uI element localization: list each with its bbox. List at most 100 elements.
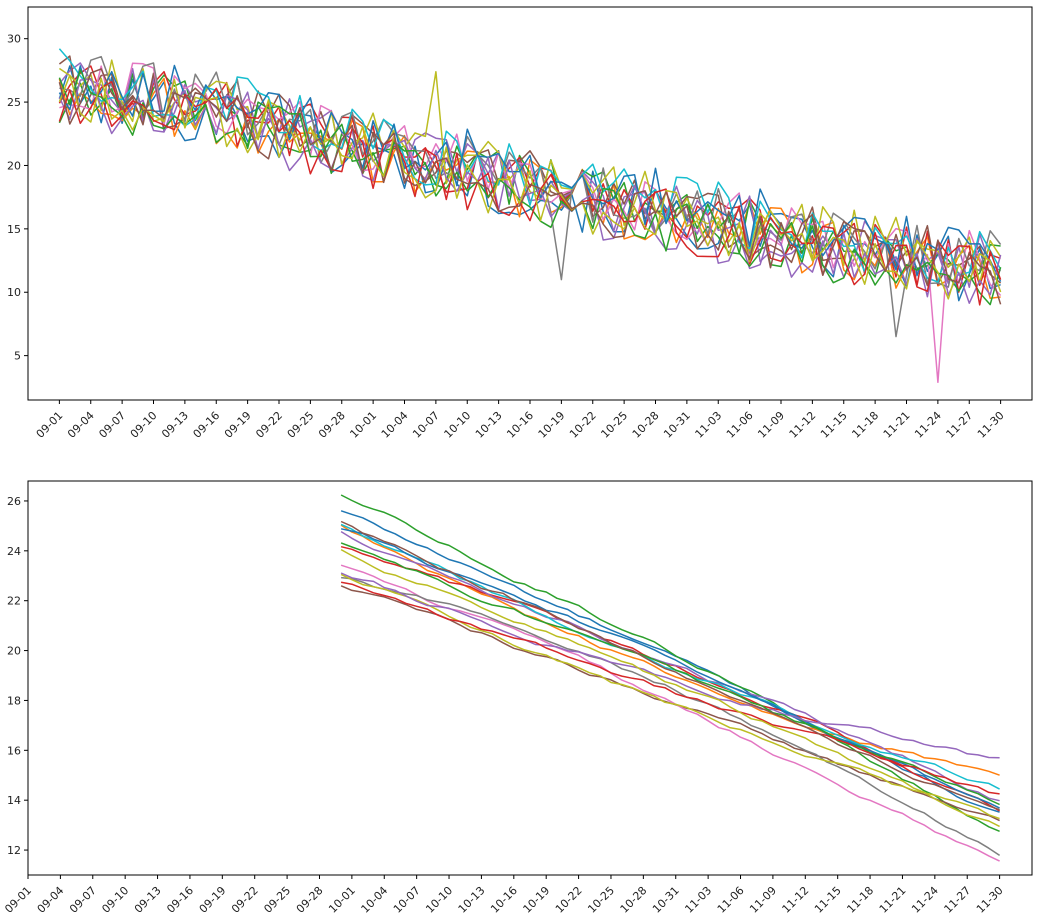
y-tick-label: 14 [7,794,21,807]
series-line [58,69,1002,306]
x-tick-label: 10-07 [391,884,423,916]
x-tick-label: 11-24 [912,409,944,441]
x-tick-label: 09-28 [294,884,326,916]
top-x-axis: 09-01 09-04 09-07 09-10 09-13 09-16 09-19 09-22… [34,400,1007,441]
bottom-x-axis: 09-01 09-04 09-07 09-10 09-13 09-16 09-19 09-22… [2,875,1006,916]
x-tick-label: 09-01 [34,409,66,441]
x-tick-label: 11-30 [974,884,1006,916]
y-tick-label: 5 [14,350,21,363]
x-tick-label: 11-24 [909,884,941,916]
x-tick-label: 09-07 [67,884,99,916]
x-tick-label: 11-27 [942,884,974,916]
x-tick-label: 09-19 [222,409,254,441]
series-line [58,68,1002,305]
x-tick-label: 10-04 [359,884,391,916]
x-tick-label: 10-19 [536,409,568,441]
series-line [340,573,1000,820]
x-tick-label: 11-15 [812,884,844,916]
x-tick-label: 10-04 [379,409,411,441]
x-tick-label: 10-25 [598,409,630,441]
series-line [340,542,1000,806]
x-tick-label: 10-31 [661,409,693,441]
x-tick-label: 10-22 [553,884,585,916]
series-line [341,576,1001,857]
x-tick-label: 10-19 [521,884,553,916]
x-tick-label: 10-01 [347,409,379,441]
series-line [58,48,1002,283]
x-tick-label: 10-07 [410,409,442,441]
x-tick-label: 09-22 [229,884,261,916]
x-tick-label: 10-22 [567,409,599,441]
x-tick-label: 09-25 [261,884,293,916]
y-tick-label: 20 [7,645,21,658]
series-line [59,55,1002,338]
top-series-group [58,48,1002,384]
x-tick-label: 10-16 [488,884,520,916]
series-line [340,524,1000,776]
series-line [58,78,1002,304]
y-tick-label: 16 [7,744,21,757]
x-tick-label: 10-28 [618,884,650,916]
x-tick-label: 11-09 [747,884,779,916]
x-tick-label: 09-07 [96,409,128,441]
bottom-y-axis: 12 14 16 18 20 22 24 26 [7,495,28,857]
y-tick-label: 24 [7,545,21,558]
x-tick-label: 11-21 [877,884,909,916]
series-line [340,520,1000,811]
x-tick-label: 10-10 [423,884,455,916]
y-tick-label: 15 [7,223,21,236]
x-tick-label: 10-01 [326,884,358,916]
y-tick-label: 10 [7,286,21,299]
x-tick-label: 10-31 [650,884,682,916]
x-tick-label: 11-30 [975,409,1007,441]
x-tick-label: 09-28 [316,409,348,441]
x-tick-label: 09-10 [128,409,160,441]
series-line [340,494,1000,832]
x-tick-label: 09-04 [35,884,67,916]
x-tick-label: 09-22 [253,409,285,441]
y-tick-label: 25 [7,96,21,109]
x-tick-label: 11-27 [944,409,976,441]
x-tick-label: 11-12 [780,884,812,916]
y-tick-label: 26 [7,495,21,508]
x-tick-label: 11-18 [849,409,881,441]
series-line [58,59,1002,284]
bottom-series-group [340,494,1001,862]
x-tick-label: 11-03 [693,409,725,441]
x-tick-label: 11-09 [755,409,787,441]
x-tick-label: 10-28 [630,409,662,441]
x-tick-label: 10-13 [473,409,505,441]
y-tick-label: 20 [7,159,21,172]
x-tick-label: 11-06 [724,409,756,441]
x-tick-label: 09-01 [2,884,34,916]
x-tick-label: 09-16 [191,409,223,441]
x-tick-label: 11-21 [881,409,913,441]
series-line [340,530,1000,802]
x-tick-label: 11-15 [818,409,850,441]
x-tick-label: 09-25 [285,409,317,441]
x-tick-label: 09-13 [132,884,164,916]
x-tick-label: 09-16 [164,884,196,916]
series-line [59,62,1002,384]
series-line [340,572,1000,759]
x-tick-label: 11-06 [715,884,747,916]
x-tick-label: 09-10 [99,884,131,916]
series-line [340,581,1000,795]
series-line [58,74,1002,300]
x-tick-label: 09-13 [159,409,191,441]
bottom-axes-frame [27,480,1033,876]
y-tick-label: 22 [7,595,21,608]
top-y-axis: 5 10 15 20 25 30 [7,33,28,363]
y-tick-label: 30 [7,33,21,46]
x-tick-label: 10-10 [442,409,474,441]
x-tick-label: 10-25 [585,884,617,916]
x-tick-label: 11-18 [844,884,876,916]
x-tick-label: 10-13 [456,884,488,916]
y-tick-label: 18 [7,694,21,707]
x-tick-label: 11-12 [787,409,819,441]
x-tick-label: 09-19 [197,884,229,916]
x-tick-label: 09-04 [65,409,97,441]
